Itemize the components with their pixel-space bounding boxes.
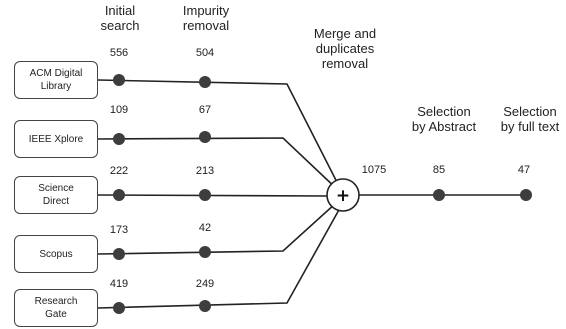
header-initial-search: Initial search: [100, 3, 140, 33]
merge-node: [326, 178, 360, 212]
header-merge-duplicates: Merge and duplicates removal: [313, 26, 377, 71]
source-box-ieee: IEEE Xplore: [14, 120, 98, 158]
source-box-researchgate: Research Gate: [14, 289, 98, 327]
flow-line-ieee: [97, 137, 340, 192]
flow-line-sciencedirect: [97, 194, 328, 197]
dot-sciencedirect-impurity: [199, 189, 211, 201]
count-sciencedirect-impurity: 213: [195, 165, 215, 177]
count-scopus-initial: 173: [109, 224, 129, 236]
count-merged: 1075: [361, 164, 387, 176]
count-fulltext: 47: [517, 164, 531, 176]
dot-researchgate-initial: [113, 302, 125, 314]
flow-line-researchgate: [97, 207, 341, 309]
header-impurity-removal: Impurity removal: [182, 3, 230, 33]
dot-scopus-initial: [113, 248, 125, 260]
dot-fulltext: [520, 189, 532, 201]
count-scopus-impurity: 42: [198, 222, 212, 234]
source-box-acm: ACM Digital Library: [14, 61, 98, 99]
source-box-sciencedirect: Science Direct: [14, 176, 98, 214]
count-researchgate-initial: 419: [109, 278, 129, 290]
dot-acm-initial: [113, 74, 125, 86]
source-label: Scopus: [39, 248, 73, 260]
count-ieee-impurity: 67: [198, 104, 212, 116]
dot-researchgate-impurity: [199, 300, 211, 312]
count-acm-initial: 556: [109, 47, 129, 59]
dot-scopus-impurity: [199, 246, 211, 258]
source-label: IEEE Xplore: [28, 133, 84, 145]
dot-sciencedirect-initial: [113, 189, 125, 201]
flow-line-scopus: [97, 202, 337, 255]
dot-acm-impurity: [199, 76, 211, 88]
merge-plus-icon: +: [336, 186, 350, 206]
dot-abstract: [433, 189, 445, 201]
source-label: Science Direct: [38, 183, 74, 207]
count-researchgate-impurity: 249: [195, 278, 215, 290]
dot-ieee-impurity: [199, 131, 211, 143]
source-box-scopus: Scopus: [14, 235, 98, 273]
source-label: ACM Digital Library: [29, 68, 83, 92]
flow-line-acm: [97, 79, 344, 195]
count-sciencedirect-initial: 222: [109, 165, 129, 177]
header-selection-abstract: Selection by Abstract: [411, 104, 477, 134]
header-selection-fulltext: Selection by full text: [500, 104, 560, 134]
source-label: Research Gate: [34, 296, 78, 320]
count-abstract: 85: [432, 164, 446, 176]
count-ieee-initial: 109: [109, 104, 129, 116]
dot-ieee-initial: [113, 133, 125, 145]
count-acm-impurity: 504: [195, 47, 215, 59]
